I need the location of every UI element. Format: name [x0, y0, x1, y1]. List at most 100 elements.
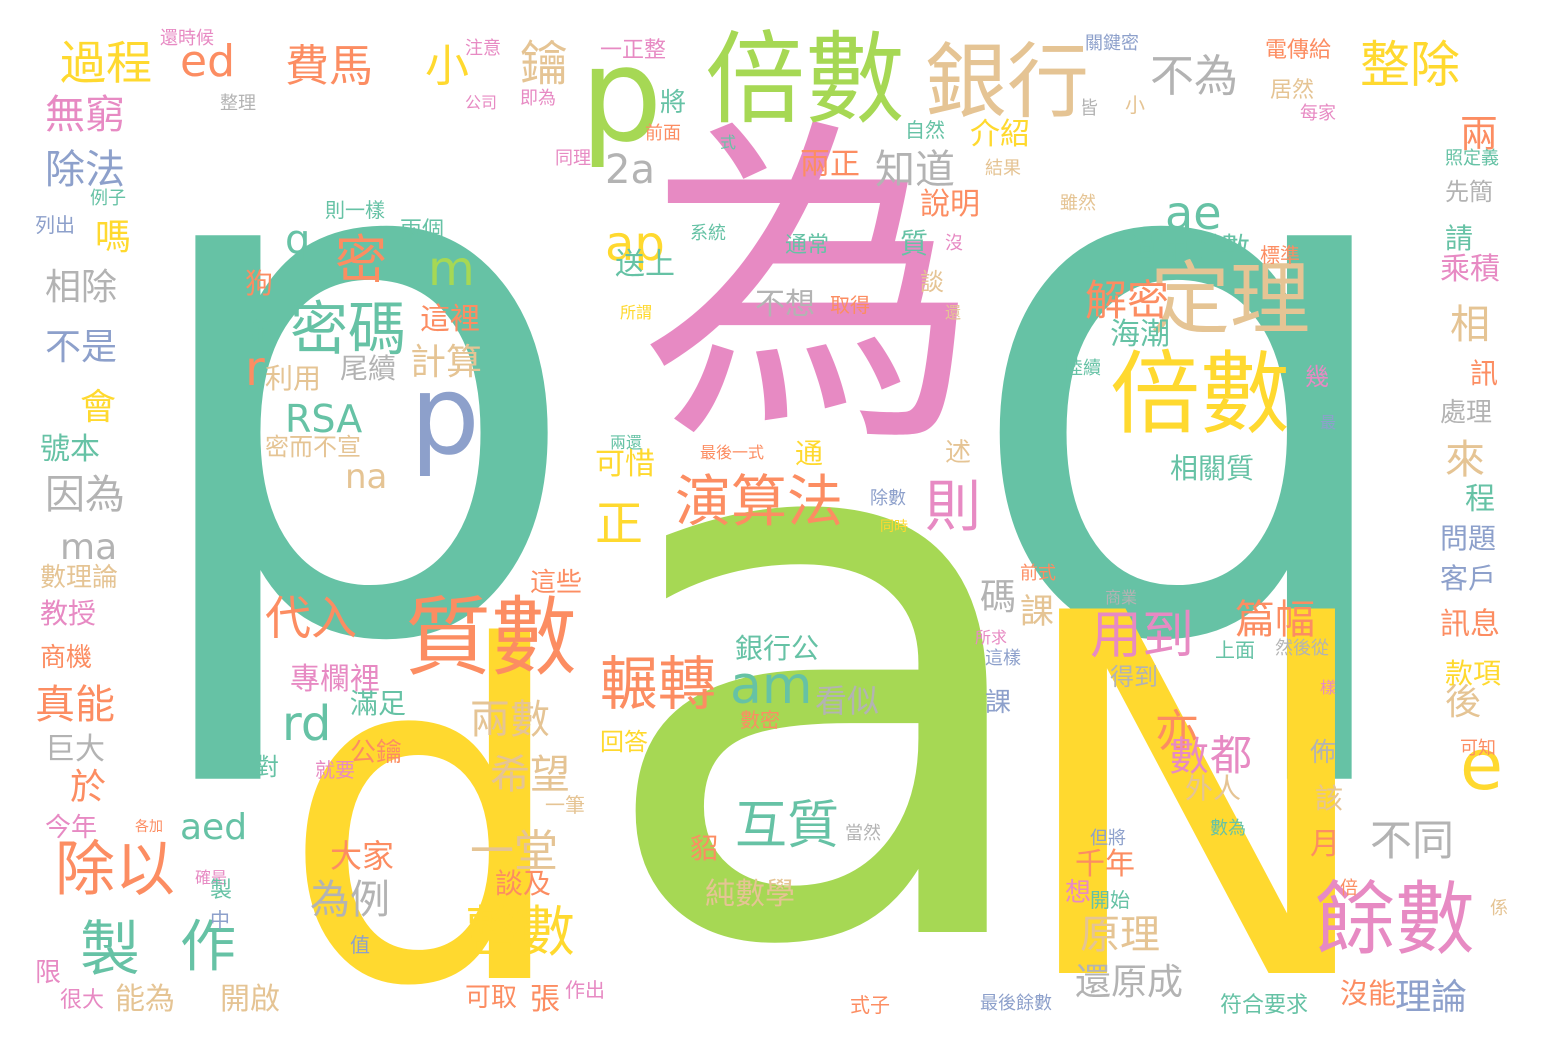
cloud-word: 數理論 [40, 563, 119, 593]
cloud-word: 然後從 [1275, 638, 1329, 659]
cloud-word: 教授 [40, 597, 97, 630]
cloud-word: 談及 [495, 867, 552, 900]
cloud-word: 商機 [40, 643, 93, 673]
cloud-word: r [245, 341, 265, 397]
cloud-word: 演算法 [675, 470, 843, 535]
cloud-word: 海潮 [1110, 317, 1170, 352]
cloud-word: 雖然 [1060, 193, 1096, 214]
cloud-word: 訊息 [1440, 607, 1500, 642]
cloud-word: 所謂 [620, 303, 653, 322]
cloud-word: 沒 [945, 233, 963, 254]
cloud-word: 通常 [785, 233, 830, 258]
cloud-word: 正 [595, 496, 644, 552]
cloud-word: 式 [720, 133, 737, 152]
cloud-word: 皆 [1080, 98, 1098, 119]
cloud-word: 說明 [920, 187, 980, 222]
cloud-word: 客戶 [1440, 562, 1497, 595]
cloud-word: 不是 [45, 327, 118, 368]
cloud-word: 中 [210, 908, 230, 932]
cloud-word: 通 [795, 437, 824, 470]
cloud-word: 銀行公 [735, 632, 820, 665]
cloud-word: 倍數 [1110, 342, 1290, 447]
cloud-word: 大家 [330, 837, 395, 875]
cloud-word: 製 [80, 915, 140, 985]
cloud-word: 開始 [1090, 888, 1130, 912]
cloud-word: 不同 [1370, 816, 1455, 865]
cloud-word: 張 [530, 982, 560, 1017]
cloud-word: 數 [1162, 735, 1208, 775]
cloud-word: 互質 [735, 796, 840, 856]
cloud-word: 今年 [45, 813, 98, 843]
cloud-word: p [580, 19, 663, 171]
cloud-word: 最後一式 [700, 443, 765, 462]
cloud-word: 因為 [45, 472, 125, 518]
cloud-word: 希望 [490, 752, 570, 798]
cloud-word: 公鑰 [350, 738, 403, 768]
cloud-word: 號本 [40, 432, 100, 467]
cloud-word: 無窮 [45, 92, 125, 138]
cloud-word: 一堂 [470, 826, 558, 877]
cloud-word: ae [1165, 186, 1222, 240]
cloud-word: 很大 [60, 988, 105, 1013]
cloud-word: 數為 [1210, 818, 1246, 839]
cloud-word: 標準 [1260, 243, 1300, 267]
cloud-word: 會 [80, 387, 117, 428]
cloud-word: 限 [35, 958, 62, 988]
cloud-word: 外人 [1185, 772, 1242, 805]
cloud-word: 值 [350, 933, 370, 957]
cloud-word: 處理 [1440, 398, 1493, 428]
cloud-word: 原理 [1080, 912, 1160, 958]
cloud-word: d [280, 552, 572, 1052]
cloud-word: 看似 [815, 682, 880, 720]
cloud-word: 確是 [195, 868, 228, 887]
cloud-word: 解 [250, 318, 277, 348]
cloud-word: 這些 [530, 568, 583, 598]
cloud-word: 居然 [1270, 78, 1315, 103]
cloud-word: 來 [1445, 437, 1485, 483]
cloud-word: 課 [985, 688, 1012, 718]
cloud-word: 輾轉 [600, 650, 717, 718]
cloud-word: 一筆 [545, 793, 585, 817]
cloud-word: 各加 [135, 819, 163, 835]
cloud-word: 兩數 [470, 697, 550, 743]
cloud-word: 照定義 [1445, 148, 1499, 169]
cloud-word: 整除 [1360, 36, 1460, 94]
cloud-word: q [285, 217, 311, 263]
cloud-word: 則一樣 [325, 198, 385, 222]
cloud-word: 質 [900, 227, 929, 260]
cloud-word: 介紹 [970, 117, 1030, 152]
cloud-word: am [730, 656, 813, 716]
cloud-word: 餘數 [1315, 873, 1475, 966]
cloud-word: 兩 [1460, 112, 1499, 156]
cloud-word: 亦 [1155, 706, 1199, 757]
cloud-word: 回答 [600, 728, 648, 756]
cloud-word: 得到 [1110, 663, 1158, 691]
cloud-word: 都 [1210, 731, 1253, 780]
cloud-word: 課 [1020, 592, 1054, 632]
cloud-word: m [428, 241, 475, 297]
cloud-word: 所求 [975, 628, 1008, 647]
cloud-word: e [1460, 724, 1504, 806]
cloud-word: 還時候 [160, 28, 214, 49]
cloud-word: 利用 [265, 362, 322, 395]
cloud-word: 結果 [985, 158, 1021, 179]
cloud-word: 篇幅 [1235, 597, 1315, 643]
cloud-word: 還原成 [1075, 962, 1184, 1003]
cloud-word: 貂 [690, 832, 719, 865]
cloud-word: q [960, 0, 1418, 799]
cloud-word: 密 [335, 231, 388, 291]
cloud-word: 幾 [1305, 363, 1329, 391]
cloud-word: 質數 [405, 588, 577, 688]
cloud-word: 解密 [1085, 276, 1170, 325]
cloud-word: 銀行 [925, 35, 1090, 130]
cloud-word: p [410, 351, 480, 479]
cloud-word: 程 [1465, 482, 1495, 517]
cloud-word: 請 [1445, 222, 1474, 255]
cloud-word: 狗 [245, 267, 274, 300]
cloud-word: 可惜 [595, 447, 655, 482]
cloud-word: 式子 [850, 993, 890, 1017]
cloud-word: 符合要求 [1220, 993, 1309, 1018]
cloud-word: 沒能 [1340, 977, 1397, 1010]
cloud-word: 作出 [565, 978, 605, 1002]
